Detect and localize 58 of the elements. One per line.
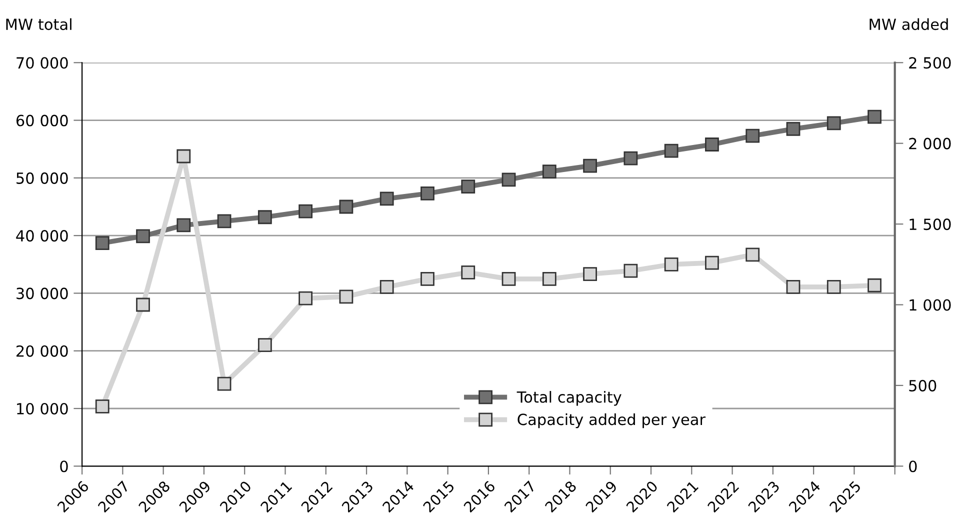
legend-label: Capacity added per year [518, 413, 706, 428]
point [746, 248, 760, 262]
y-tick-label: 60 000 [16, 114, 68, 126]
point [339, 200, 354, 214]
point [664, 257, 678, 272]
point [542, 272, 556, 286]
point [786, 122, 800, 136]
y2-tick-label: 2 000 [909, 138, 951, 150]
y2-tick-label: 500 [909, 380, 936, 392]
point [217, 214, 232, 228]
point [461, 266, 476, 280]
point [176, 149, 191, 164]
y-tick-label: 10 000 [17, 402, 68, 415]
point [136, 229, 150, 244]
point [298, 204, 313, 218]
point [705, 138, 719, 152]
point [420, 186, 434, 200]
y-tick-label: 40 000 [16, 230, 68, 242]
point [624, 151, 638, 166]
point [380, 192, 394, 206]
point [583, 158, 597, 173]
point [502, 172, 516, 187]
point [583, 267, 597, 282]
point [746, 128, 760, 143]
point [339, 290, 354, 304]
y-tick-label: 70 000 [16, 57, 68, 69]
y-tick-label: 30 000 [16, 288, 68, 300]
y2-tick-label: 1 000 [910, 299, 951, 311]
point [136, 298, 150, 312]
point [258, 338, 272, 352]
point [298, 291, 313, 306]
point [826, 280, 841, 294]
point [95, 399, 110, 414]
point [786, 280, 800, 294]
point [258, 210, 272, 224]
point [664, 144, 678, 158]
y2-tick-label: 2 500 [909, 57, 951, 69]
point [868, 110, 882, 124]
point [624, 264, 638, 278]
y-tick-label: 0 [60, 460, 68, 472]
point [95, 236, 110, 250]
y2-tick-label: 0 [909, 460, 917, 472]
y-tick-label: 20 000 [16, 345, 68, 357]
y-tick-label: 50 000 [16, 172, 68, 184]
point [176, 218, 191, 232]
point [217, 376, 232, 391]
y2-axis-title: MW added [870, 18, 948, 30]
point [420, 272, 434, 286]
point [380, 280, 394, 294]
point [502, 272, 516, 286]
y2-tick-label: 1 500 [910, 218, 951, 230]
legend-label: Total capacity [516, 390, 622, 406]
point [542, 164, 556, 179]
y-axis-title: MW total [6, 18, 72, 30]
point [705, 256, 719, 270]
point [826, 116, 841, 130]
point [868, 278, 882, 292]
point [461, 180, 476, 194]
